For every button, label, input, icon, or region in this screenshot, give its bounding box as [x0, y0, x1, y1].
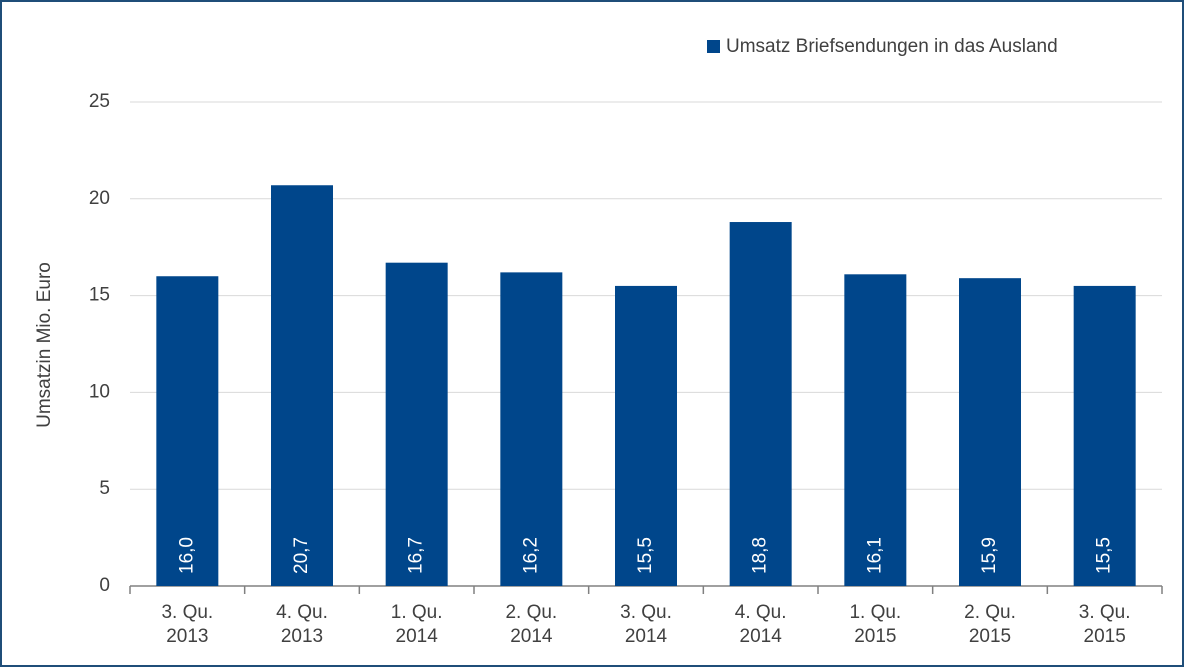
- x-tick-label: 4. Qu.: [735, 602, 787, 623]
- x-tick-label: 3. Qu.: [1079, 602, 1131, 623]
- data-label: 20,7: [291, 537, 312, 574]
- data-label: 15,9: [979, 537, 1000, 574]
- x-tick-label: 2015: [1084, 626, 1126, 647]
- x-tick-label: 3. Qu.: [161, 602, 213, 623]
- data-label: 16,1: [864, 537, 885, 574]
- x-tick-label: 3. Qu.: [620, 602, 672, 623]
- x-tick-label: 1. Qu.: [391, 602, 443, 623]
- legend-label: Umsatz Briefsendungen in das Ausland: [726, 36, 1058, 57]
- x-tick-label: 2. Qu.: [964, 602, 1016, 623]
- y-axis-title: Umsatzin Mio. Euro: [34, 262, 55, 428]
- y-tick-label: 20: [89, 188, 110, 209]
- x-tick-label: 2013: [281, 626, 323, 647]
- x-tick-label: 4. Qu.: [276, 602, 328, 623]
- y-tick-label: 15: [89, 285, 110, 306]
- data-label: 18,8: [750, 537, 771, 574]
- x-tick-label: 2. Qu.: [505, 602, 557, 623]
- bar: [1073, 285, 1136, 586]
- bar: [500, 272, 563, 586]
- legend-swatch: [707, 40, 720, 53]
- bar: [385, 262, 448, 586]
- x-tick-label: 2014: [396, 626, 439, 647]
- y-tick-label: 5: [99, 478, 110, 499]
- bar: [729, 222, 792, 587]
- x-tick-label: 1. Qu.: [849, 602, 901, 623]
- data-label: 16,2: [520, 537, 541, 574]
- x-tick-label: 2013: [166, 626, 208, 647]
- bar: [271, 185, 333, 587]
- x-tick-label: 2014: [625, 626, 668, 647]
- x-tick-label: 2015: [969, 626, 1011, 647]
- x-tick-label: 2014: [740, 626, 783, 647]
- bar: [844, 274, 907, 586]
- data-label: 16,7: [406, 537, 427, 574]
- x-tick-label: 2014: [510, 626, 553, 647]
- y-tick-label: 0: [99, 575, 110, 596]
- bar: [615, 285, 677, 586]
- y-tick-label: 25: [89, 91, 110, 112]
- y-tick-label: 10: [89, 381, 110, 402]
- data-label: 16,0: [176, 537, 197, 574]
- data-label: 15,5: [1094, 537, 1115, 574]
- bar: [959, 278, 1021, 586]
- bar: [156, 276, 219, 586]
- x-tick-label: 2015: [854, 626, 896, 647]
- data-label: 15,5: [635, 537, 656, 574]
